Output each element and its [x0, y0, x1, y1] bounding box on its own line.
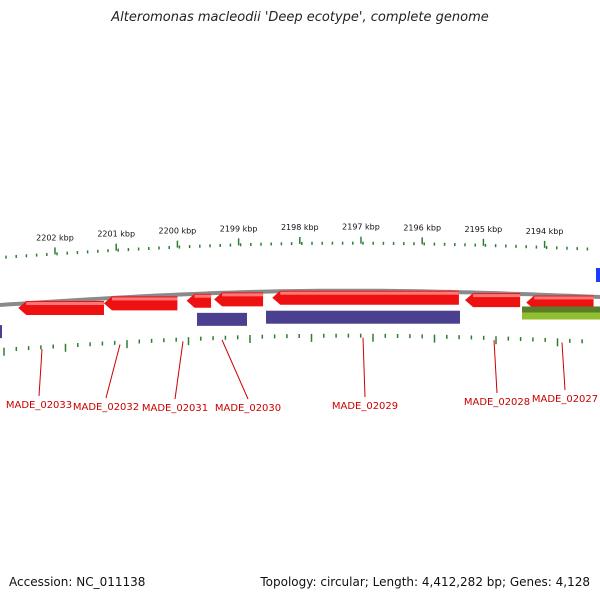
gene-arrow-highlight [26, 302, 104, 306]
kbp-label: 2197 kbp [342, 223, 380, 232]
gene-label-track: MADE_02033 MADE_02032 MADE_02031 MADE_02030… [6, 337, 598, 414]
kbp-label: 2195 kbp [465, 225, 503, 234]
gene-label[interactable]: MADE_02031 [142, 403, 208, 414]
leader-line [105, 344, 121, 399]
topology-text: Topology: circular; Length: 4,412,282 bp… [260, 575, 590, 589]
gene-track [18, 290, 594, 316]
leader-line [493, 340, 498, 394]
kbp-label: 2200 kbp [159, 227, 197, 236]
gene-label[interactable]: MADE_02028 [464, 397, 530, 408]
cds-bar-green [522, 312, 600, 320]
kbp-label: 2196 kbp [403, 223, 441, 232]
gene-label[interactable]: MADE_02029 [332, 401, 398, 412]
gene-arrow-highlight [534, 296, 594, 300]
leader-line [38, 349, 43, 397]
leader-line [174, 341, 184, 400]
kbp-label: 2199 kbp [220, 224, 258, 233]
gene-arrow-highlight [473, 294, 521, 298]
gene-arrow-highlight [194, 294, 212, 298]
leader-line [362, 337, 366, 398]
kbp-label-track: 2202 kbp 2201 kbp 2200 kbp 2199 kbp 2198 kbp… [36, 223, 563, 243]
kbp-label: 2202 kbp [36, 233, 74, 242]
leader-line [221, 339, 249, 400]
outer-tick-track [5, 236, 589, 259]
gene-label[interactable]: MADE_02027 [532, 394, 598, 405]
cds-bar [266, 310, 460, 324]
blue-marker [596, 268, 600, 282]
cds-bar [0, 325, 2, 339]
kbp-label: 2198 kbp [281, 223, 319, 232]
gene-label[interactable]: MADE_02030 [215, 403, 281, 414]
gene-label[interactable]: MADE_02033 [6, 400, 72, 411]
gene-arrow-highlight [222, 293, 264, 297]
leader-line [561, 342, 566, 391]
gene-label[interactable]: MADE_02032 [73, 402, 139, 413]
gene-arrow-highlight [111, 297, 178, 301]
cds-bar [197, 312, 247, 326]
cds-track [0, 306, 600, 339]
kbp-label: 2201 kbp [97, 230, 135, 239]
map-title: Alteromonas macleodii 'Deep ecotype', co… [111, 10, 489, 25]
inner-tick-track [3, 333, 583, 356]
gene-arrow-highlight [280, 291, 459, 295]
accession-text: Accession: NC_011138 [9, 575, 146, 589]
kbp-label: 2194 kbp [526, 227, 564, 236]
cds-bar-dark [522, 306, 600, 313]
